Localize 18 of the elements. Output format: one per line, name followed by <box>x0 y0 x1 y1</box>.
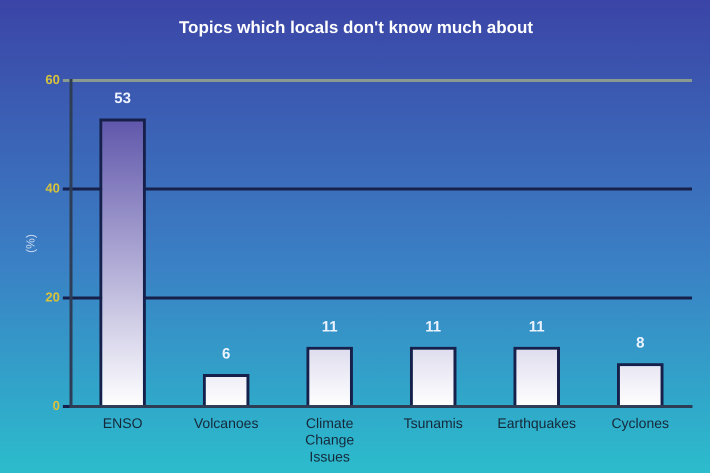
x-tick-label: Tsunamis <box>404 414 463 431</box>
y-tick-label: 20 <box>45 289 60 304</box>
y-tick-label: 40 <box>45 180 60 196</box>
data-label: 53 <box>114 90 131 108</box>
y-axis-title: (%) <box>24 234 38 253</box>
data-label: 8 <box>636 334 644 352</box>
x-tick-label: Volcanoes <box>194 414 258 431</box>
x-tick-label: ENSO <box>102 414 143 431</box>
data-label: 11 <box>528 318 545 336</box>
data-label: 11 <box>425 318 442 336</box>
data-label: 6 <box>222 346 230 363</box>
x-tick-label: Climate Change Issues <box>305 414 354 464</box>
x-tick-label: Earthquakes <box>497 414 576 431</box>
x-tick-label: Cyclones <box>611 414 670 431</box>
data-label: 11 <box>322 318 338 336</box>
y-tick-label: 0 <box>52 398 60 414</box>
y-tick-label: 60 <box>45 72 60 87</box>
chart-title: Topics which locals don't know much about <box>178 18 534 37</box>
